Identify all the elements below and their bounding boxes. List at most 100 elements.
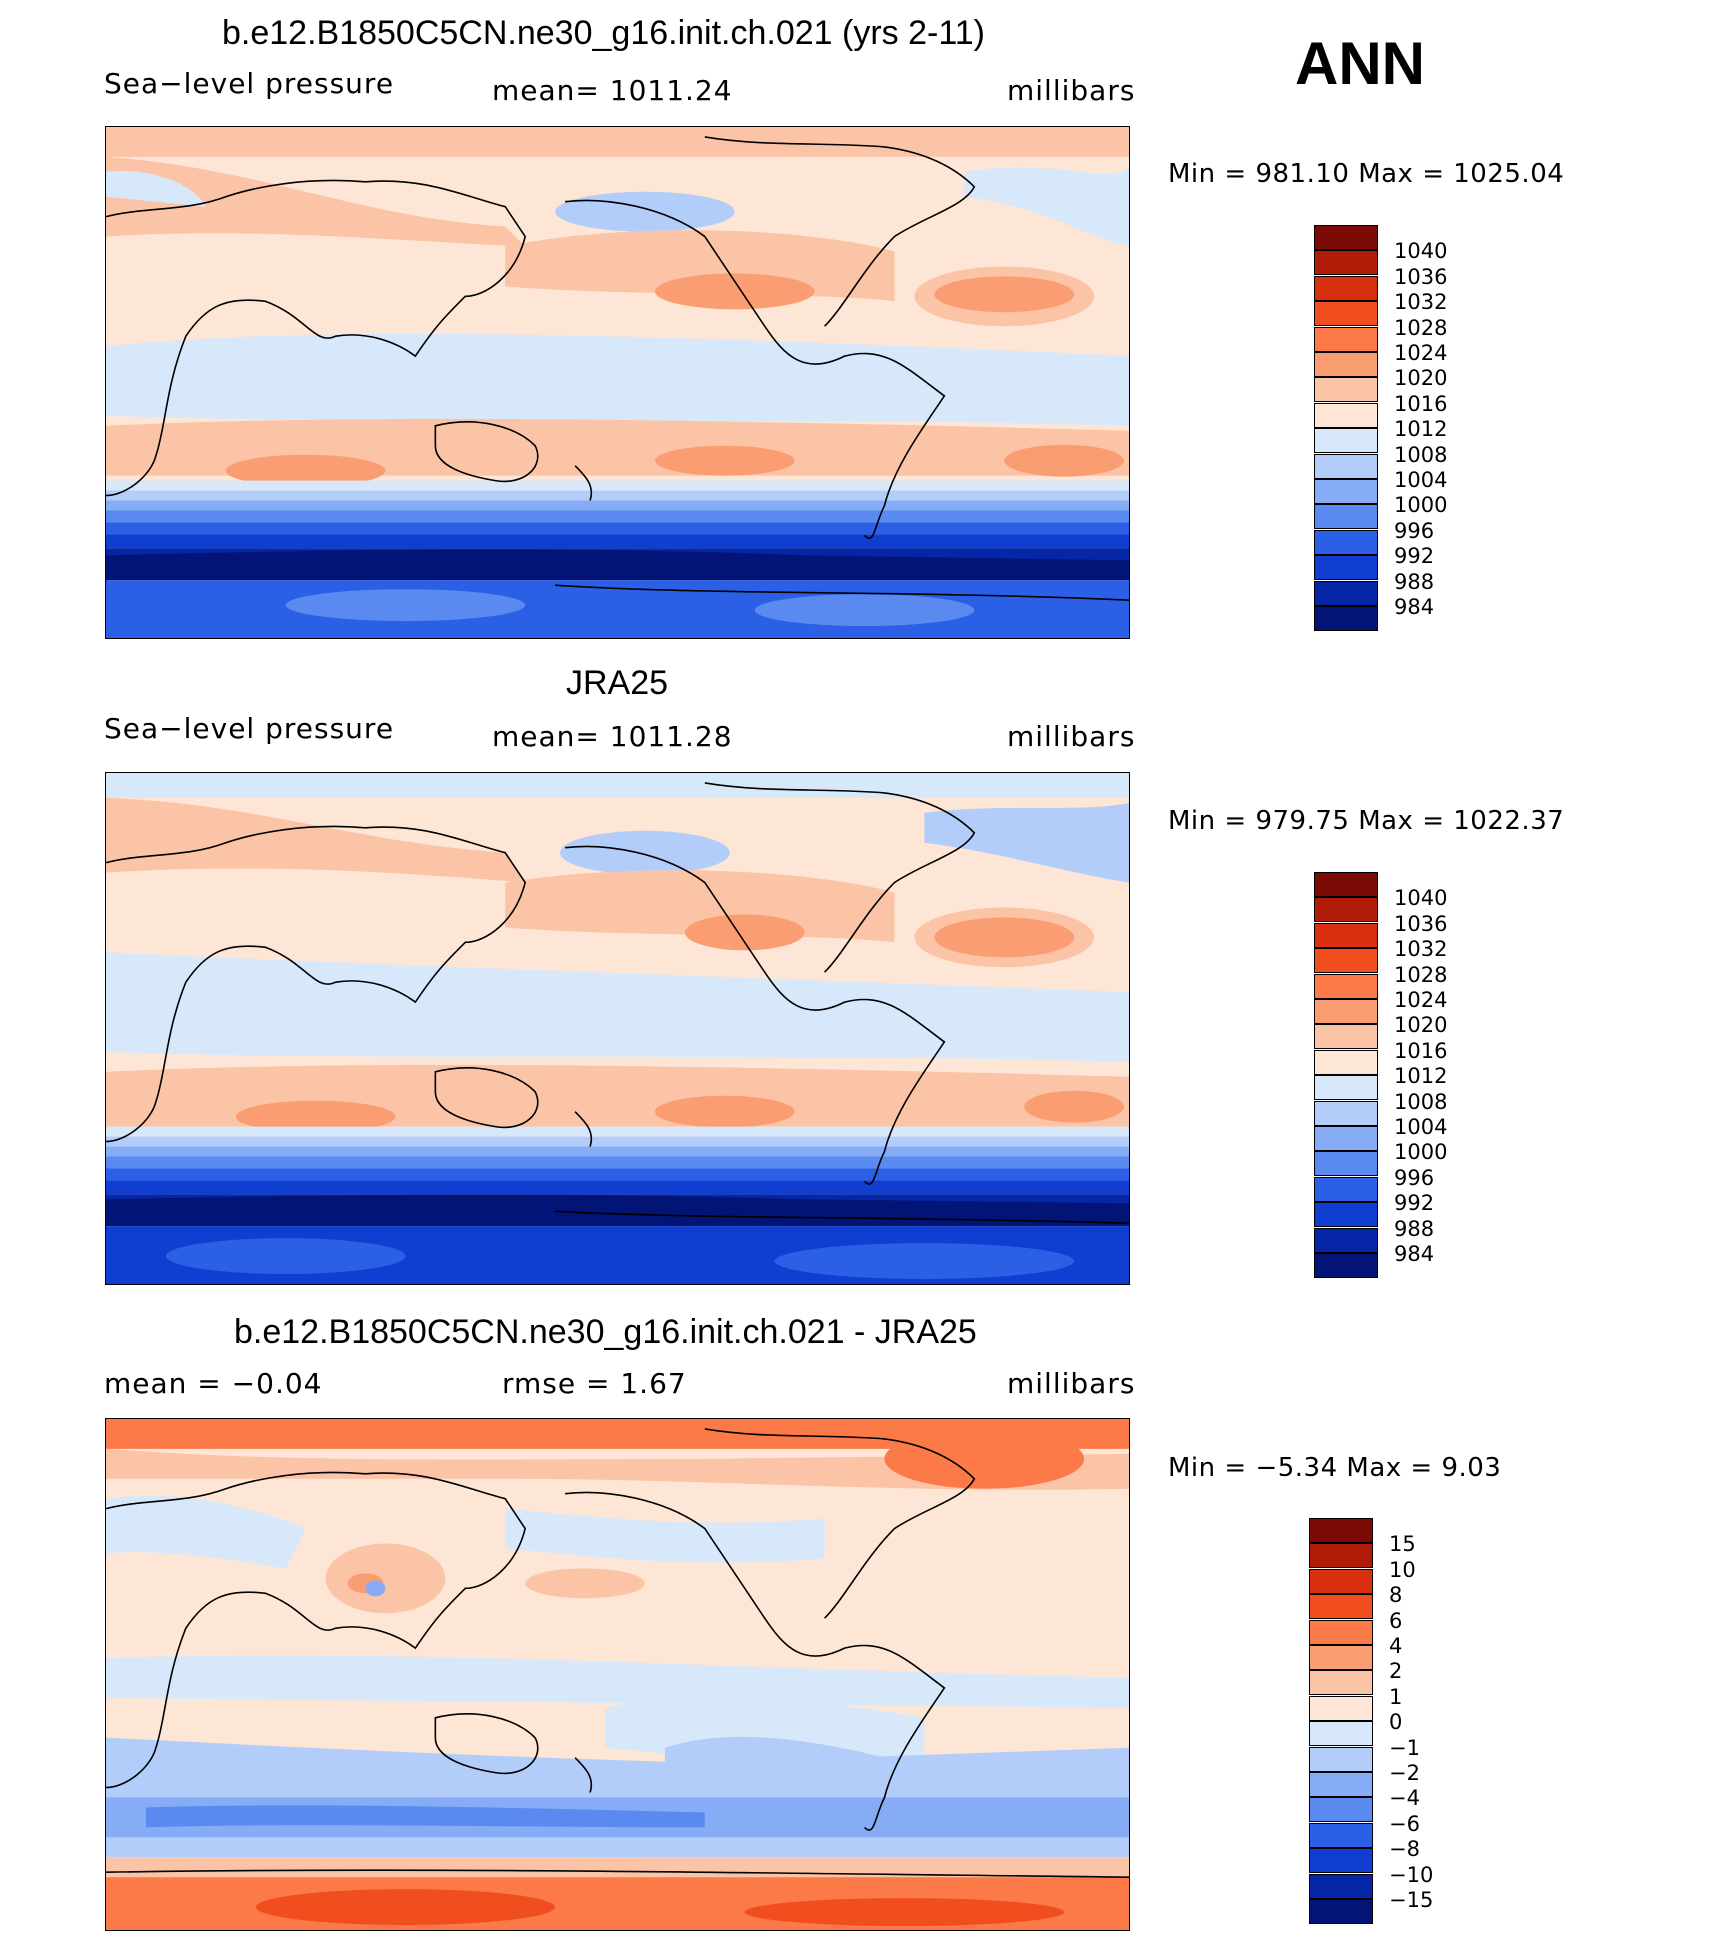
- colorbar-label: 992: [1394, 544, 1435, 569]
- colorbar-label: 1004: [1394, 468, 1448, 492]
- colorbar-swatch: [1309, 1721, 1373, 1747]
- panel1-minmax: Min = 981.10 Max = 1025.04: [1168, 159, 1565, 189]
- colorbar-label: 6: [1389, 1608, 1403, 1633]
- colorbar-label: 992: [1394, 1191, 1435, 1216]
- panel2-units-label: millibars: [1007, 720, 1136, 753]
- colorbar-label: −6: [1389, 1811, 1420, 1836]
- colorbar-label: 15: [1389, 1532, 1416, 1557]
- colorbar-swatch: [1309, 1899, 1373, 1924]
- colorbar-label: 988: [1394, 569, 1435, 594]
- colorbar-swatch: [1309, 1695, 1373, 1721]
- colorbar-swatch: [1314, 479, 1378, 504]
- colorbar-label: −10: [1389, 1862, 1434, 1887]
- colorbar-label: 1032: [1394, 290, 1448, 315]
- panel2-variable-label: Sea−level pressure: [104, 712, 395, 745]
- colorbar-swatch: [1314, 872, 1378, 897]
- map-jra25-slp: [105, 772, 1130, 1285]
- colorbar-label: −8: [1389, 1837, 1420, 1862]
- colorbar-swatch: [1314, 555, 1378, 581]
- colorbar-swatch: [1314, 1202, 1378, 1228]
- colorbar-swatch: [1314, 529, 1378, 555]
- panel3-mean-label: mean = −0.04: [104, 1367, 323, 1400]
- colorbar-label: 1020: [1394, 366, 1448, 391]
- colorbar-swatch: [1314, 1126, 1378, 1151]
- panel2-title: JRA25: [566, 664, 669, 702]
- colorbar-swatch: [1314, 1176, 1378, 1202]
- colorbar-swatch: [1309, 1848, 1373, 1874]
- panel2-minmax: Min = 979.75 Max = 1022.37: [1168, 806, 1565, 836]
- colorbar-label: −1: [1389, 1735, 1420, 1760]
- colorbar-label: 1016: [1394, 1038, 1448, 1063]
- colorbar-swatch: [1314, 1100, 1378, 1126]
- colorbar-swatch: [1309, 1772, 1373, 1797]
- colorbar-label: 984: [1394, 1242, 1435, 1266]
- colorbar-swatch: [1314, 1075, 1378, 1101]
- colorbar-label: 1028: [1394, 315, 1448, 340]
- colorbar-label: 1008: [1394, 442, 1448, 467]
- colorbar-swatch: [1309, 1746, 1373, 1772]
- colorbar-swatch: [1309, 1797, 1373, 1823]
- colorbar-swatch: [1314, 402, 1378, 428]
- colorbar-swatch: [1314, 999, 1378, 1024]
- colorbar-swatch: [1314, 606, 1378, 631]
- colorbar-swatch: [1314, 301, 1378, 327]
- colorbar-swatch: [1314, 352, 1378, 377]
- colorbar-label: 1000: [1394, 1140, 1448, 1165]
- colorbar-swatch: [1314, 1049, 1378, 1075]
- panel2-mean-label: mean= 1011.28: [492, 720, 733, 753]
- colorbar-label: 996: [1394, 518, 1435, 543]
- colorbar-swatch: [1314, 948, 1378, 974]
- colorbar-swatch: [1309, 1873, 1373, 1899]
- panel3-title: b.e12.B1850C5CN.ne30_g16.init.ch.021 - J…: [234, 1313, 977, 1351]
- map-model-slp: [105, 126, 1130, 639]
- colorbar-swatch: [1314, 225, 1378, 250]
- colorbar-swatch: [1309, 1518, 1373, 1543]
- season-label: ANN: [1295, 30, 1425, 97]
- panel3-units-label: millibars: [1007, 1367, 1136, 1400]
- colorbar-swatch: [1314, 1253, 1378, 1278]
- colorbar-swatch: [1314, 1024, 1378, 1050]
- colorbar-swatch: [1314, 1151, 1378, 1177]
- colorbar-swatch: [1314, 504, 1378, 530]
- colorbar-label: 1012: [1394, 1064, 1448, 1089]
- colorbar-label: 1036: [1394, 911, 1448, 936]
- colorbar-swatch: [1309, 1543, 1373, 1569]
- panel3-rmse-label: rmse = 1.67: [502, 1367, 687, 1400]
- colorbar-label: 988: [1394, 1216, 1435, 1241]
- colorbar-swatch: [1309, 1594, 1373, 1620]
- colorbar-label: 1032: [1394, 937, 1448, 962]
- colorbar-label: 1028: [1394, 962, 1448, 987]
- colorbar-swatch: [1314, 1227, 1378, 1253]
- colorbar-label: 1024: [1394, 988, 1448, 1012]
- colorbar-label: 10: [1389, 1557, 1416, 1582]
- panel1-variable-label: Sea−level pressure: [104, 67, 395, 100]
- colorbar-label: 1036: [1394, 264, 1448, 289]
- colorbar-swatch: [1314, 377, 1378, 403]
- colorbar-swatch: [1309, 1670, 1373, 1696]
- colorbar-label: 1004: [1394, 1115, 1448, 1139]
- colorbar-label: −15: [1389, 1888, 1434, 1912]
- colorbar-label: 1024: [1394, 341, 1448, 365]
- colorbar-swatch: [1314, 973, 1378, 999]
- colorbar-swatch: [1314, 453, 1378, 479]
- colorbar-label: 996: [1394, 1165, 1435, 1190]
- colorbar-label: 984: [1394, 595, 1435, 619]
- colorbar-label: 1: [1389, 1684, 1403, 1709]
- colorbar-label: 4: [1389, 1634, 1403, 1658]
- colorbar-swatch: [1314, 275, 1378, 301]
- colorbar-label: 1012: [1394, 417, 1448, 442]
- colorbar-label: 1008: [1394, 1089, 1448, 1114]
- colorbar-swatch: [1309, 1568, 1373, 1594]
- colorbar-label: 8: [1389, 1583, 1403, 1608]
- panel3-minmax: Min = −5.34 Max = 9.03: [1168, 1453, 1502, 1483]
- colorbar-swatch: [1314, 897, 1378, 923]
- colorbar-label: 1040: [1394, 239, 1448, 264]
- panel1-title: b.e12.B1850C5CN.ne30_g16.init.ch.021 (yr…: [222, 14, 985, 52]
- colorbar-label: 1000: [1394, 493, 1448, 518]
- colorbar-label: −2: [1389, 1761, 1420, 1785]
- colorbar-swatch: [1314, 326, 1378, 352]
- colorbar-label: 2: [1389, 1659, 1403, 1684]
- colorbar-swatch: [1314, 580, 1378, 606]
- colorbar-swatch: [1314, 922, 1378, 948]
- panel1-units-label: millibars: [1007, 74, 1136, 107]
